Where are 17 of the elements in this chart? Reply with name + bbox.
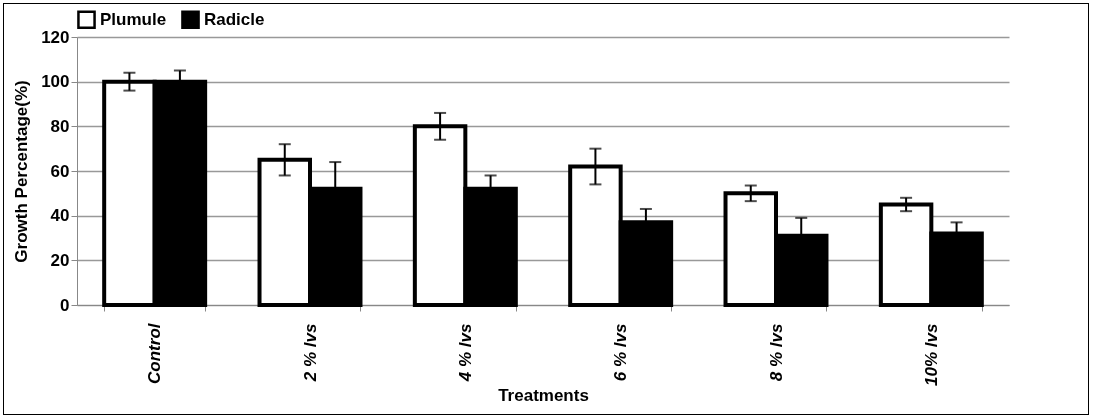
x-tick-label: 4 % lvs	[455, 323, 475, 383]
legend-label: Plumule	[100, 9, 167, 29]
x-tick-label: 6 % lvs	[611, 323, 631, 382]
y-tick-label: 60	[50, 161, 70, 181]
x-tick-label: 10% lvs	[921, 323, 941, 386]
x-tick-label: 2 % lvs	[300, 323, 320, 383]
y-tick-label: 80	[50, 116, 70, 136]
y-tick-label: 100	[41, 72, 70, 92]
y-axis-title: Growth Percentage(%)	[12, 80, 32, 263]
x-axis-title: Treatments	[498, 385, 589, 405]
x-tick-label: Control	[145, 322, 165, 384]
y-tick-label: 0	[60, 295, 70, 315]
x-tick-label: 8 % lvs	[766, 323, 786, 382]
legend-label: Radicle	[204, 9, 265, 29]
y-tick-label: 40	[50, 206, 70, 226]
y-tick-label: 120	[41, 27, 70, 47]
y-tick-label: 20	[50, 250, 70, 270]
